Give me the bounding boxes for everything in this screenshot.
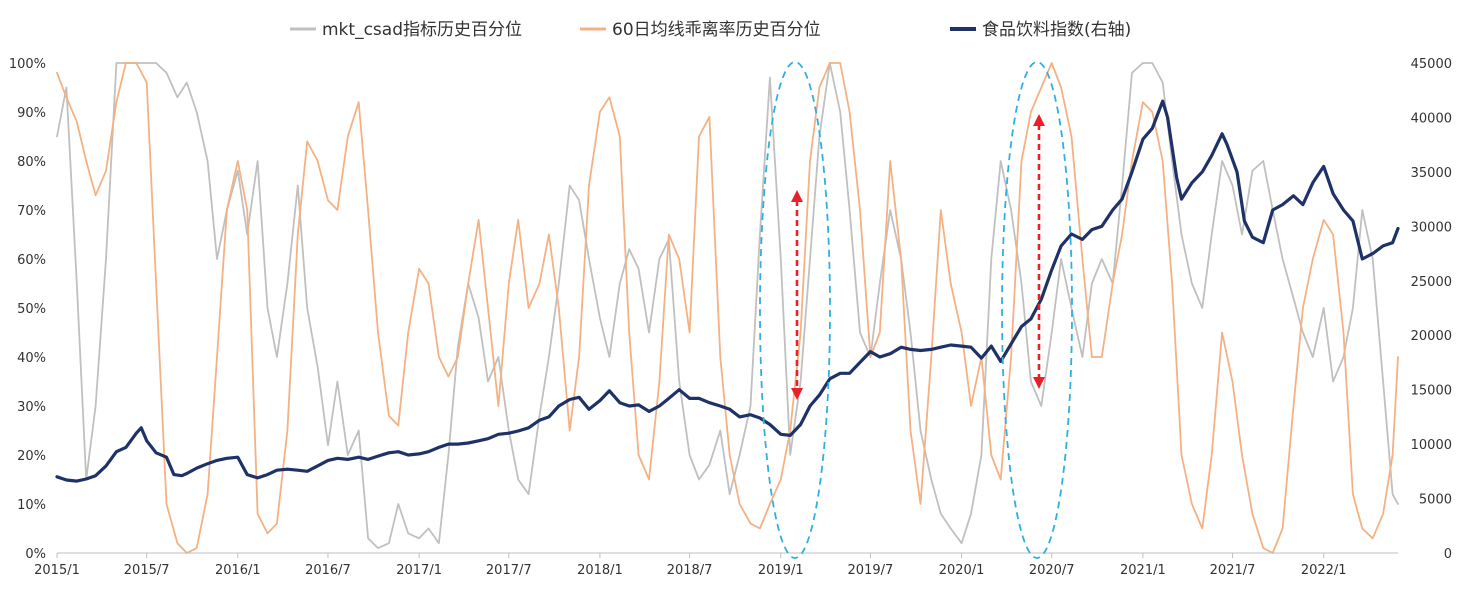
x-tick-label: 2017/7 (486, 563, 532, 578)
annotations (759, 61, 1073, 559)
x-tick-label: 2015/7 (124, 563, 170, 578)
y-right-tick-label: 25000 (1411, 275, 1452, 290)
legend-item-csad: mkt_csad指标历史百分位 (290, 20, 522, 40)
legend: mkt_csad指标历史百分位 60日均线乖离率历史百分位 食品饮料指数(右轴) (290, 20, 1131, 40)
x-tick-label: 2021/7 (1210, 563, 1256, 578)
x-tick-label: 2017/1 (396, 563, 442, 578)
y-right-tick-label: 15000 (1411, 384, 1452, 399)
divergence-arrow-2020 (1033, 114, 1045, 389)
x-tick-label: 2018/7 (667, 563, 713, 578)
y-axis-left: 0% 10% 20% 30% 40% 50% 60% 70% 80% 90% 100% (9, 57, 46, 562)
y-right-tick-label: 30000 (1411, 220, 1452, 235)
divergence-arrow-2019 (791, 190, 803, 400)
legend-label-csad: mkt_csad指标历史百分位 (322, 20, 522, 40)
x-tick-label: 2020/1 (939, 563, 985, 578)
y-left-tick-label: 50% (17, 302, 46, 317)
series-layer (55, 62, 1400, 554)
y-left-tick-label: 90% (17, 106, 46, 121)
y-left-tick-label: 20% (17, 449, 46, 464)
highlight-ellipse-2020 (1001, 61, 1073, 559)
y-right-tick-label: 35000 (1411, 166, 1452, 181)
series-line-deviation (56, 62, 1399, 554)
y-right-tick-label: 10000 (1411, 438, 1452, 453)
y-left-tick-label: 0% (25, 547, 46, 562)
y-left-tick-label: 100% (9, 57, 46, 72)
y-left-tick-label: 70% (17, 204, 46, 219)
x-tick-label: 2022/1 (1301, 563, 1347, 578)
x-tick-label: 2019/7 (848, 563, 894, 578)
y-right-tick-label: 20000 (1411, 329, 1452, 344)
y-right-tick-label: 40000 (1411, 111, 1452, 126)
y-left-tick-label: 80% (17, 155, 46, 170)
x-tick-label: 2019/1 (758, 563, 804, 578)
x-tick-label: 2016/1 (215, 563, 261, 578)
highlight-ellipse-2019 (759, 61, 831, 559)
legend-item-food-index: 食品饮料指数(右轴) (950, 20, 1131, 40)
y-right-tick-label: 0 (1444, 547, 1452, 562)
x-tick-label: 2018/1 (577, 563, 623, 578)
x-tick-label: 2021/1 (1120, 563, 1166, 578)
series-line-csad (56, 62, 1399, 549)
y-left-tick-label: 40% (17, 351, 46, 366)
legend-item-deviation: 60日均线乖离率历史百分位 (580, 20, 821, 40)
legend-label-food-index: 食品饮料指数(右轴) (982, 20, 1131, 40)
x-tick-label: 2016/7 (305, 563, 351, 578)
y-left-tick-label: 30% (17, 400, 46, 415)
y-left-tick-label: 10% (17, 498, 46, 513)
y-right-tick-label: 5000 (1419, 493, 1452, 508)
y-left-tick-label: 60% (17, 253, 46, 268)
series-line-food-index (55, 99, 1400, 483)
x-axis: 2015/1 2015/7 2016/1 2016/7 2017/1 2017/7 2018… (34, 553, 1347, 578)
x-tick-label: 2015/1 (34, 563, 80, 578)
legend-label-deviation: 60日均线乖离率历史百分位 (612, 20, 821, 40)
y-right-tick-label: 45000 (1411, 57, 1452, 72)
x-tick-label: 2020/7 (1029, 563, 1075, 578)
y-axis-right: 0 5000 10000 15000 20000 25000 30000 35000 40000… (1411, 57, 1452, 562)
